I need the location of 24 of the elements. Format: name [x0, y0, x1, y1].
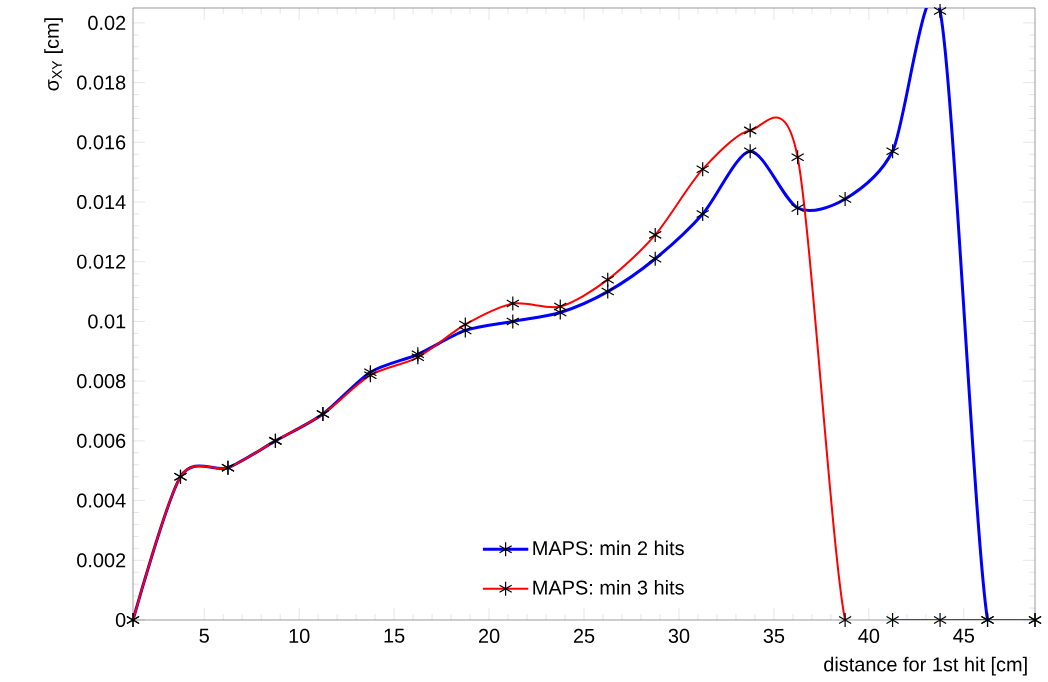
y-tick-label: 0.012: [77, 254, 126, 269]
y-tick-label: 0: [115, 612, 126, 628]
y-tick-label: 0.006: [77, 433, 126, 448]
y-tick-label: 0.004: [77, 493, 126, 508]
y-tick-label: 0.008: [77, 374, 126, 389]
x-tick-label: 35: [763, 628, 785, 643]
x-tick-label: 25: [573, 628, 595, 643]
x-tick-label: 40: [858, 628, 880, 643]
y-tick-label: 0.02: [88, 15, 126, 30]
x-tick-label: 30: [668, 628, 690, 643]
x-tick-label: 15: [384, 628, 405, 643]
x-tick-label: 10: [289, 628, 310, 643]
legend-label: MAPS: min 3 hits: [533, 580, 684, 595]
x-axis-title: distance for 1st hit [cm]: [824, 656, 1027, 676]
y-tick-label: 0.018: [77, 75, 126, 90]
x-tick-label: 45: [953, 628, 975, 643]
y-tick-label: 0.014: [77, 194, 126, 210]
x-tick-label: 5: [199, 628, 209, 643]
y-tick-label: 0.01: [88, 314, 126, 329]
y-axis-title: σ$_{XY}$ [cm]: [44, 18, 63, 91]
x-tick-label: 20: [478, 628, 500, 643]
legend-label: MAPS: min 2 hits: [533, 540, 684, 556]
y-tick-label: 0.016: [77, 135, 126, 150]
y-tick-label: 0.002: [77, 553, 126, 568]
